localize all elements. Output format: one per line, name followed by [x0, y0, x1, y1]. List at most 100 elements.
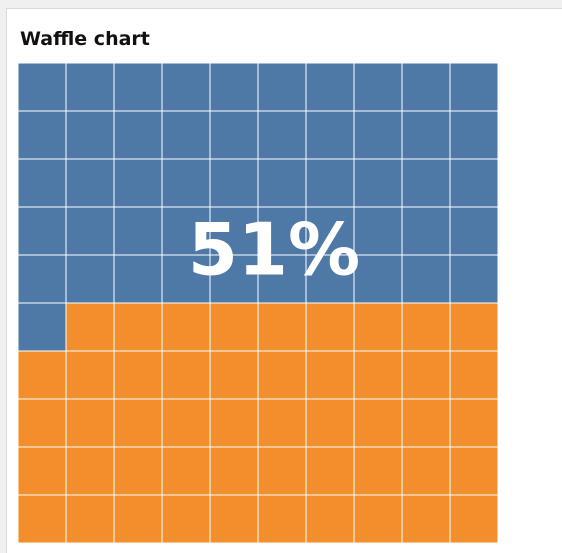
waffle-cell-empty [450, 495, 498, 543]
waffle-cell-filled [258, 255, 306, 303]
waffle-cell-empty [306, 495, 354, 543]
waffle-cell-filled [402, 159, 450, 207]
waffle-cell-filled [162, 111, 210, 159]
waffle-cell-empty [354, 495, 402, 543]
waffle-cell-filled [258, 207, 306, 255]
waffle-cell-filled [402, 111, 450, 159]
waffle-cell-empty [258, 447, 306, 495]
waffle-cell-filled [162, 207, 210, 255]
waffle-cell-filled [162, 63, 210, 111]
waffle-cell-filled [114, 159, 162, 207]
waffle-cell-filled [18, 303, 66, 351]
waffle-cell-filled [210, 63, 258, 111]
waffle-cell-empty [354, 399, 402, 447]
waffle-cell-filled [210, 159, 258, 207]
waffle-cell-filled [258, 159, 306, 207]
waffle-cell-empty [66, 399, 114, 447]
waffle-cell-empty [66, 447, 114, 495]
waffle-cell-filled [258, 63, 306, 111]
waffle-cell-empty [402, 399, 450, 447]
waffle-cell-filled [114, 111, 162, 159]
waffle-cell-empty [114, 399, 162, 447]
waffle-cell-empty [66, 351, 114, 399]
waffle-cells [18, 63, 498, 543]
waffle-cell-empty [402, 447, 450, 495]
waffle-cell-empty [258, 303, 306, 351]
waffle-cell-empty [18, 351, 66, 399]
waffle-cell-empty [210, 495, 258, 543]
waffle-cell-filled [162, 159, 210, 207]
waffle-cell-empty [258, 399, 306, 447]
waffle-cell-filled [18, 159, 66, 207]
waffle-cell-filled [66, 207, 114, 255]
waffle-cell-filled [18, 207, 66, 255]
waffle-cell-empty [306, 303, 354, 351]
waffle-cell-filled [18, 63, 66, 111]
waffle-cell-empty [258, 351, 306, 399]
waffle-cell-filled [258, 111, 306, 159]
waffle-cell-empty [18, 495, 66, 543]
waffle-cell-empty [114, 303, 162, 351]
waffle-cell-empty [402, 303, 450, 351]
waffle-cell-filled [354, 63, 402, 111]
waffle-cell-empty [306, 351, 354, 399]
waffle-cell-empty [210, 447, 258, 495]
waffle-cell-empty [162, 399, 210, 447]
waffle-cell-empty [162, 303, 210, 351]
waffle-cell-empty [66, 303, 114, 351]
waffle-cell-empty [354, 351, 402, 399]
waffle-cell-filled [402, 207, 450, 255]
waffle-cell-empty [210, 351, 258, 399]
waffle-cell-empty [450, 399, 498, 447]
waffle-cell-filled [210, 111, 258, 159]
waffle-cell-filled [162, 255, 210, 303]
waffle-cell-empty [354, 447, 402, 495]
waffle-cell-filled [18, 255, 66, 303]
waffle-cell-filled [66, 63, 114, 111]
waffle-cell-filled [450, 63, 498, 111]
waffle-cell-empty [210, 399, 258, 447]
waffle-cell-empty [210, 303, 258, 351]
waffle-cell-filled [114, 63, 162, 111]
waffle-cell-empty [162, 447, 210, 495]
waffle-cell-filled [450, 111, 498, 159]
waffle-cell-empty [402, 351, 450, 399]
percent-label: 51% [188, 208, 360, 292]
waffle-cell-empty [450, 447, 498, 495]
waffle-cell-filled [306, 255, 354, 303]
waffle-cell-filled [306, 207, 354, 255]
waffle-chart: 51% [18, 63, 500, 545]
waffle-cell-filled [354, 207, 402, 255]
waffle-cell-filled [66, 159, 114, 207]
waffle-cell-filled [306, 159, 354, 207]
waffle-cell-empty [162, 351, 210, 399]
waffle-cell-empty [114, 447, 162, 495]
waffle-cell-empty [450, 351, 498, 399]
waffle-cell-empty [66, 495, 114, 543]
waffle-cell-filled [66, 111, 114, 159]
waffle-cell-filled [450, 159, 498, 207]
waffle-cell-filled [18, 111, 66, 159]
waffle-cell-filled [66, 255, 114, 303]
waffle-cell-filled [210, 207, 258, 255]
waffle-cell-empty [450, 303, 498, 351]
waffle-cell-empty [258, 495, 306, 543]
waffle-cell-filled [354, 111, 402, 159]
chart-title: Waffle chart [20, 28, 150, 50]
waffle-cell-empty [18, 447, 66, 495]
waffle-cell-filled [450, 207, 498, 255]
waffle-cell-empty [18, 399, 66, 447]
waffle-cell-empty [354, 303, 402, 351]
waffle-cell-filled [402, 63, 450, 111]
waffle-cell-empty [402, 495, 450, 543]
waffle-cell-filled [114, 207, 162, 255]
waffle-cell-filled [210, 255, 258, 303]
waffle-cell-filled [306, 111, 354, 159]
waffle-cell-empty [114, 495, 162, 543]
waffle-cell-empty [114, 351, 162, 399]
waffle-cell-empty [162, 495, 210, 543]
waffle-cell-filled [306, 63, 354, 111]
waffle-cell-filled [402, 255, 450, 303]
waffle-cell-filled [354, 159, 402, 207]
waffle-cell-filled [114, 255, 162, 303]
